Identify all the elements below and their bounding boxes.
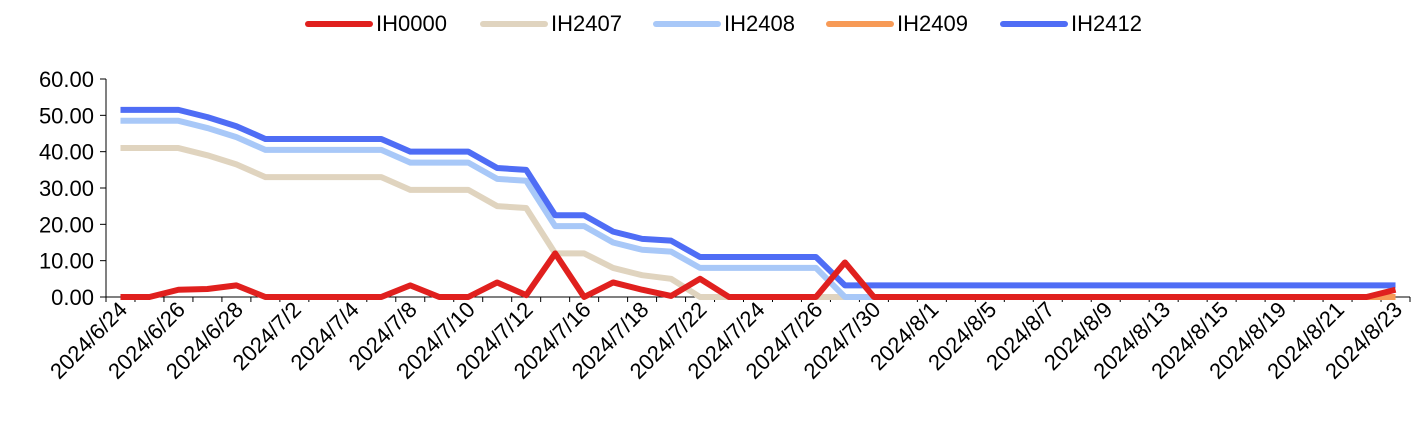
legend-item-ih0000: IH0000 bbox=[305, 11, 447, 36]
legend-item-ih2408: IH2408 bbox=[653, 11, 795, 36]
legend-item-ih2409: IH2409 bbox=[826, 11, 968, 36]
y-tick-label: 60.00 bbox=[39, 67, 94, 92]
legend-item-ih2407: IH2407 bbox=[480, 11, 622, 36]
series-line-ih0000 bbox=[120, 250, 1397, 300]
series-line-ih2412 bbox=[120, 106, 1396, 289]
legend-label: IH2409 bbox=[897, 11, 968, 36]
legend-label: IH2412 bbox=[1071, 11, 1142, 36]
series-layer bbox=[120, 106, 1397, 300]
x-axis: 2024/6/242024/6/262024/6/282024/7/22024/… bbox=[45, 296, 1411, 384]
y-tick-label: 0.00 bbox=[51, 285, 94, 310]
y-axis: 60.00 50.00 40.00 30.00 20.00 10.00 0.00 bbox=[39, 67, 107, 310]
y-tick-label: 20.00 bbox=[39, 212, 94, 237]
y-tick-label: 10.00 bbox=[39, 249, 94, 274]
y-tick-label: 40.00 bbox=[39, 140, 94, 165]
legend-label: IH0000 bbox=[376, 11, 447, 36]
chart-legend: IH0000 IH2407 IH2408 IH2409 IH2412 bbox=[305, 11, 1142, 36]
series-line-ih2408 bbox=[120, 117, 1396, 300]
legend-item-ih2412: IH2412 bbox=[1000, 11, 1142, 36]
y-tick-label: 50.00 bbox=[39, 103, 94, 128]
legend-label: IH2408 bbox=[724, 11, 795, 36]
y-tick-label: 30.00 bbox=[39, 176, 94, 201]
legend-label: IH2407 bbox=[551, 11, 622, 36]
